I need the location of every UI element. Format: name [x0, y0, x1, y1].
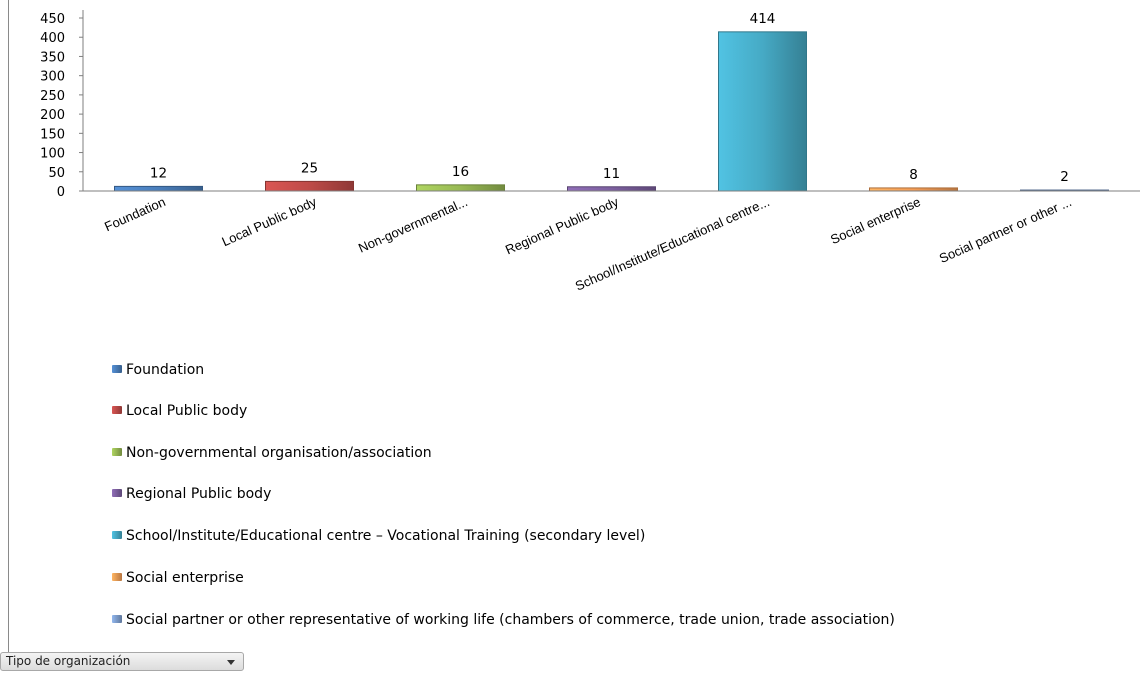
bars: 12 25 16 11 414 8 2 — [114, 11, 1109, 192]
y-tick-label: 50 — [48, 166, 65, 181]
legend-item: School/Institute/Educational centre – Vo… — [112, 528, 1092, 545]
y-tick-label: 250 — [40, 89, 65, 104]
legend-label: Social partner or other representative o… — [126, 612, 895, 628]
legend-label: School/Institute/Educational centre – Vo… — [126, 528, 646, 544]
y-axis: 0 50 100 150 200 250 300 350 400 450 — [40, 10, 84, 200]
legend-swatch — [112, 573, 122, 581]
x-category-label: Local Public body — [220, 194, 320, 249]
chart-frame-border — [8, 0, 9, 652]
y-tick-label: 200 — [40, 108, 65, 123]
x-category-label: Social partner or other ... — [937, 194, 1074, 266]
bar-4 — [718, 31, 807, 192]
data-label: 25 — [301, 160, 318, 176]
legend-label: Non-governmental organisation/associatio… — [126, 445, 432, 461]
y-tick-label: 350 — [40, 50, 65, 65]
legend-swatch — [112, 531, 122, 539]
legend-label: Regional Public body — [126, 486, 272, 502]
y-tick-label: 450 — [40, 12, 65, 27]
bar-chart: 0 50 100 150 200 250 300 350 400 450 12 25 16 11 414 8… — [40, 10, 1140, 294]
organization-type-filter-dropdown[interactable]: Tipo de organización — [0, 652, 244, 671]
bar-3 — [567, 186, 656, 192]
legend-item: Regional Public body — [112, 486, 1092, 503]
y-tick-label: 300 — [40, 70, 65, 85]
bar-2 — [416, 184, 505, 192]
data-label: 11 — [603, 166, 620, 182]
legend-item: Local Public body — [112, 403, 1092, 420]
y-tick-label: 400 — [40, 31, 65, 46]
y-tick-label: 150 — [40, 127, 65, 142]
legend-label: Local Public body — [126, 403, 248, 419]
legend-swatch — [112, 406, 122, 414]
filter-label: Tipo de organización — [6, 654, 131, 668]
x-category-label: Foundation — [102, 194, 168, 234]
data-label: 12 — [150, 165, 167, 181]
legend-swatch — [112, 365, 122, 373]
bar-0 — [114, 185, 203, 192]
x-category-label: Regional Public body — [503, 194, 621, 258]
legend-item: Social partner or other representative o… — [112, 612, 1092, 629]
data-label: 2 — [1060, 169, 1069, 185]
data-label: 16 — [452, 164, 469, 180]
legend-label: Foundation — [126, 362, 205, 378]
data-label: 8 — [909, 167, 918, 183]
legend-item: Foundation — [112, 362, 1092, 379]
legend-label: Social enterprise — [126, 570, 244, 586]
x-category-label: Non-governmental... — [356, 194, 470, 256]
x-axis: Foundation Local Public body Non-governmen… — [83, 190, 1140, 294]
y-tick-label: 0 — [57, 185, 65, 200]
legend-item: Social enterprise — [112, 570, 1092, 587]
legend-swatch — [112, 489, 122, 497]
legend-swatch — [112, 448, 122, 456]
legend-swatch — [112, 615, 122, 623]
x-category-label: Social enterprise — [828, 194, 923, 247]
legend-item: Non-governmental organisation/associatio… — [112, 445, 1092, 462]
y-tick-label: 100 — [40, 147, 65, 162]
data-label: 414 — [750, 11, 776, 27]
bar-1 — [265, 180, 354, 192]
chevron-down-icon — [227, 660, 235, 665]
